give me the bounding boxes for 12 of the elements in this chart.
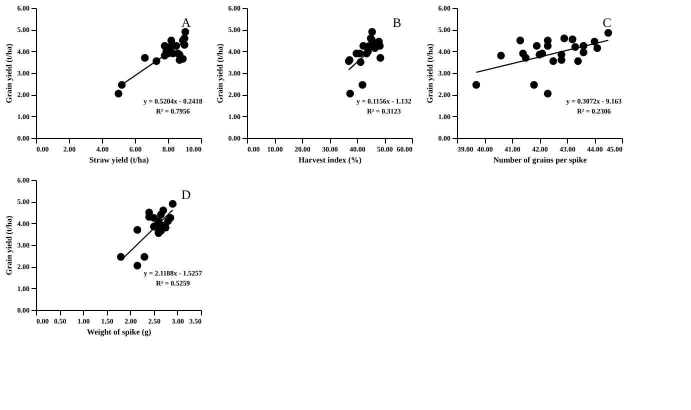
- y-axis-title: Grain yield (t/ha): [4, 43, 14, 104]
- y-axis-title: Grain yield (t/ha): [4, 215, 14, 276]
- annotation: D: [181, 187, 191, 202]
- y-axis-title: Grain yield (t/ha): [425, 43, 434, 104]
- x-axis-title: Harvest index (%): [298, 156, 362, 164]
- annotation: C: [602, 15, 612, 30]
- y-axis-title: Grain yield (t/ha): [215, 43, 224, 104]
- x-axis-title: Straw yield (t/ha): [89, 156, 150, 164]
- annotation: B: [392, 15, 402, 30]
- x-axis-title: Number of grains per spike: [493, 156, 588, 164]
- annotation: A: [181, 15, 192, 30]
- x-axis-title: Weight of spike (g): [86, 328, 152, 336]
